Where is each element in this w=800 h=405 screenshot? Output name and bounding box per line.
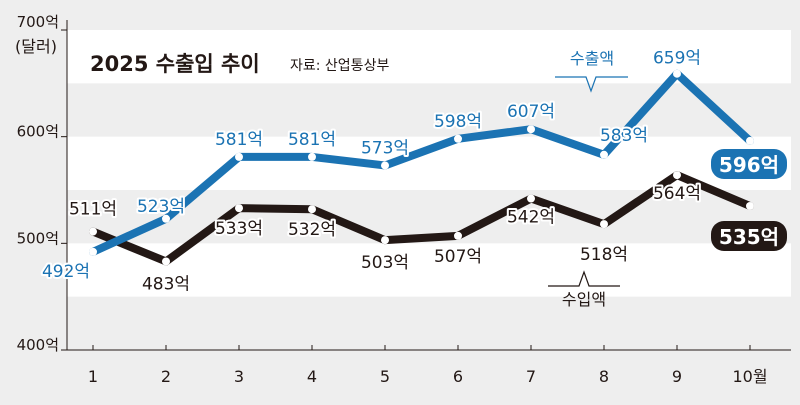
x-axis: 1 2 3 4 5 6 7 8 9 10월 [67,345,791,386]
import-legend: 수입액 [548,270,620,309]
data-label: 483억 [142,274,190,294]
data-label: 581억 [288,130,336,150]
title-box: 2025 수출입 추이 자료: 산업통상부 [80,42,420,82]
data-labels: 492억 523억 581억 581억 573억 598억 607억 583억 659억 596억… [40,47,787,296]
data-point-import [162,257,170,266]
data-label: 659억 [653,49,701,69]
data-label: 492억 [42,262,90,282]
end-value-badge [711,221,787,251]
unit-label: (달러) [15,37,57,56]
data-point-export [89,247,97,256]
data-label: 581억 [215,130,263,150]
x-tick-label: 7 [526,367,536,386]
data-point-import [673,171,681,180]
data-point-import [746,202,754,210]
end-value-label: 535억 [719,225,779,249]
data-point-export [600,150,608,159]
end-value-badge [711,149,787,179]
legend-export-bracket [555,76,628,93]
end-value-label: 596억 [719,153,779,177]
series-line-import [89,171,754,266]
x-tick-label: 3 [234,367,244,386]
y-axis: 400억 500억 600억 700억 [17,13,68,354]
data-point-export [162,214,170,223]
series-line-export [89,69,754,256]
legend-export-label: 수출액 [570,49,614,68]
chart-source: 자료: 산업통상부 [290,58,389,74]
data-label: 607억 [507,102,555,122]
data-point-export [673,69,681,78]
data-point-export [381,161,389,170]
data-label: 507억 [434,247,482,267]
data-label: 573억 [361,138,409,158]
data-label: 564억 [653,184,701,204]
data-label: 503억 [361,253,409,273]
x-tick-label: 5 [380,367,390,386]
x-tick-label: 1 [88,367,98,386]
data-label: 583억 [600,126,648,146]
series-layer [89,69,754,266]
data-point-export [527,125,535,134]
data-point-import [381,236,389,245]
y-tick-label: 400억 [17,336,59,354]
chart-title: 2025 수출입 추이 [90,52,260,76]
x-tick-label: 8 [599,367,609,386]
title-background [80,42,420,82]
legend-import-bracket [548,270,620,287]
data-label: 533억 [215,219,263,239]
data-label: 511억 [69,200,117,220]
data-label: 518억 [580,245,628,265]
data-label: 542억 [507,208,555,228]
data-point-import [454,231,462,240]
y-tick-label: 700억 [17,13,59,31]
grid-band [67,136,791,190]
data-label: 598억 [434,112,482,132]
data-point-import [89,227,97,236]
data-point-export [235,152,243,161]
legend-import-label: 수입액 [562,290,606,309]
data-point-import [235,204,243,213]
data-label: 523억 [137,197,185,217]
x-tick-label: 9 [672,367,682,386]
data-label: 532억 [288,220,336,240]
y-tick-label: 500억 [17,229,59,247]
data-point-export [454,134,462,143]
x-tick-label: 10월 [732,367,767,386]
data-point-import [527,194,535,203]
data-point-export [308,152,316,161]
data-point-import [308,205,316,214]
data-point-export [746,136,754,145]
grid-band [67,243,791,297]
data-point-import [600,220,608,229]
x-tick-label: 2 [161,367,171,386]
y-tick-label: 600억 [17,123,59,141]
export-legend: 수출액 [555,49,628,93]
x-tick-label: 4 [307,367,317,386]
x-tick-label: 6 [453,367,463,386]
